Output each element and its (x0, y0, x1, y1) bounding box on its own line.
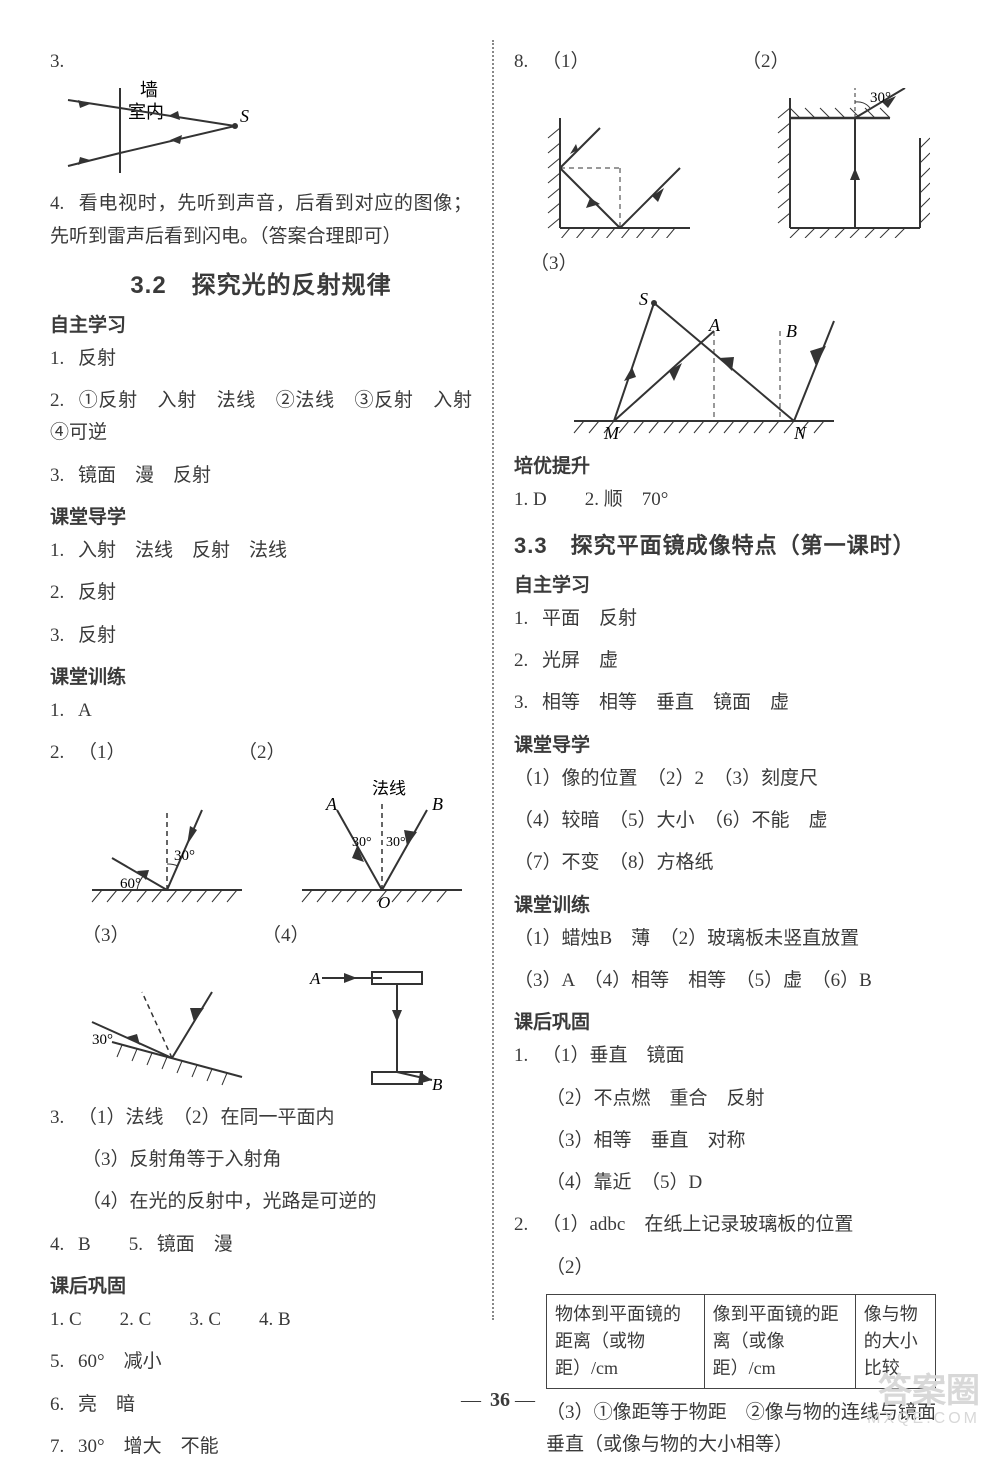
svg-text:A: A (325, 794, 338, 814)
x2-labels-34: （3）（4） (50, 920, 472, 952)
section-3-3-title: 3.3 探究平面镜成像特点（第一课时） (514, 528, 936, 560)
rz1: 1.平面 反射 (514, 603, 936, 635)
rk2: 2.（1）adbc 在纸上记录玻璃板的位置 (514, 1209, 936, 1241)
q4: 4.看电视时，先听到声音，后看到对应的图像；先听到雷声后看到闪电。（答案合理即可… (50, 188, 472, 253)
svg-text:S: S (639, 291, 648, 309)
x2-fig4: A B (282, 962, 442, 1092)
rk2-2: （2） (514, 1252, 936, 1284)
subhead-khgg: 课后巩固 (50, 1271, 472, 1298)
svg-text:30°: 30° (92, 1032, 113, 1048)
svg-text:B: B (432, 1075, 442, 1092)
rd3: （7）不变 （8）方格纸 (514, 847, 936, 879)
rd1: （1）像的位置 （2）2 （3）刻度尺 (514, 763, 936, 795)
x2-fig-row-2: 30° A B (82, 962, 472, 1092)
q8-fig1 (530, 108, 700, 238)
svg-text:O: O (378, 893, 390, 910)
section-3-2-title: 3.2 探究光的反射规律 (50, 265, 472, 300)
x3: 3.（1）法线 （2）在同一平面内 (50, 1102, 472, 1134)
rk1: 1.（1）垂直 镜面 (514, 1040, 936, 1072)
x1: 1.A (50, 695, 472, 727)
x2-labels: 2.（1）（2） (50, 737, 472, 769)
two-column-layout: 3. 墙 室内 S 4.看电视时，先听到声音，后看到对应的图像；先听到雷声后看到… (50, 40, 950, 1473)
z3: 3.镜面 漫 反射 (50, 460, 472, 492)
rz2: 2.光屏 虚 (514, 645, 936, 677)
svg-text:法线: 法线 (372, 780, 406, 798)
svg-text:30°: 30° (386, 835, 406, 850)
k-row1: 1. C 2. C 3. C 4. B (50, 1304, 472, 1336)
subhead-ktxl: 课堂训练 (50, 662, 472, 689)
q8-labels: 8.（1）（2） (514, 46, 936, 78)
z1: 1.反射 (50, 343, 472, 375)
column-divider (492, 40, 494, 1320)
d3: 3.反射 (50, 620, 472, 652)
q8-fig2: 30° (730, 88, 930, 238)
table-h2: 像到平面镜的距离（或像距）/cm (704, 1295, 855, 1389)
svg-text:B: B (786, 321, 797, 341)
subhead-pyts: 培优提升 (514, 451, 936, 478)
svg-text:A: A (309, 969, 321, 988)
x4-x5: 4.B 5.镜面 漫 (50, 1229, 472, 1261)
q3: 3. 墙 室内 S (50, 46, 472, 178)
q3-diagram: 墙 室内 S (50, 78, 250, 178)
svg-text:M: M (603, 423, 620, 441)
x2-fig1: 60° 30° (82, 790, 252, 910)
z2: 2.①反射 入射 法线 ②法线 ③反射 入射 ④可逆 (50, 385, 472, 450)
x2-fig-row-1: 60° 30° 法线 A B 30° 30° O (82, 780, 472, 910)
x2-fig2: 法线 A B 30° 30° O (282, 780, 472, 910)
svg-text:N: N (793, 423, 807, 441)
svg-text:B: B (432, 794, 443, 814)
svg-text:30°: 30° (174, 848, 195, 864)
p-row: 1. D 2. 顺 70° (514, 484, 936, 516)
svg-text:墙: 墙 (140, 80, 158, 100)
watermark: 答案圈 MXQE.COM (867, 1373, 980, 1428)
k7: 7.30° 增大 不能 (50, 1431, 472, 1463)
q8-fig3: M N S A B (554, 291, 854, 441)
rd2: （4）较暗 （5）大小 （6）不能 虚 (514, 805, 936, 837)
svg-text:30°: 30° (870, 90, 891, 106)
k5: 5.60° 减小 (50, 1346, 472, 1378)
rk1-4: （4）靠近 （5）D (514, 1167, 936, 1199)
rk1-2: （2）不点燃 重合 反射 (514, 1083, 936, 1115)
svg-text:S: S (240, 106, 249, 126)
d1: 1.入射 法线 反射 法线 (50, 535, 472, 567)
r-subhead-khgg: 课后巩固 (514, 1007, 936, 1034)
rz3: 3.相等 相等 垂直 镜面 虚 (514, 687, 936, 719)
page-number: 36 (490, 1389, 510, 1411)
page-footer: — 36 — (0, 1389, 1000, 1412)
r-subhead-ktdx: 课堂导学 (514, 730, 936, 757)
q8-fig-row-1: 30° (530, 88, 936, 238)
svg-text:60°: 60° (120, 876, 141, 892)
q8-p3: （3） (530, 248, 936, 280)
x2-fig3: 30° (82, 982, 252, 1092)
x3-3: （3）反射角等于入射角 (50, 1144, 472, 1176)
svg-text:30°: 30° (352, 835, 372, 850)
rx2: （3）A （4）相等 相等 （5）虚 （6）B (514, 965, 936, 997)
right-column: 8.（1）（2） (496, 40, 936, 1473)
d2: 2.反射 (50, 577, 472, 609)
r-subhead-zzxx: 自主学习 (514, 570, 936, 597)
rx1: （1）蜡烛B 薄 （2）玻璃板未竖直放置 (514, 923, 936, 955)
left-column: 3. 墙 室内 S 4.看电视时，先听到声音，后看到对应的图像；先听到雷声后看到… (50, 40, 490, 1473)
rk1-3: （3）相等 垂直 对称 (514, 1125, 936, 1157)
subhead-ktdx: 课堂导学 (50, 502, 472, 529)
x3-4: （4）在光的反射中，光路是可逆的 (50, 1186, 472, 1218)
r-subhead-ktxl: 课堂训练 (514, 890, 936, 917)
table-h1: 物体到平面镜的距离（或物距）/cm (547, 1295, 705, 1389)
subhead-zzxx: 自主学习 (50, 310, 472, 337)
